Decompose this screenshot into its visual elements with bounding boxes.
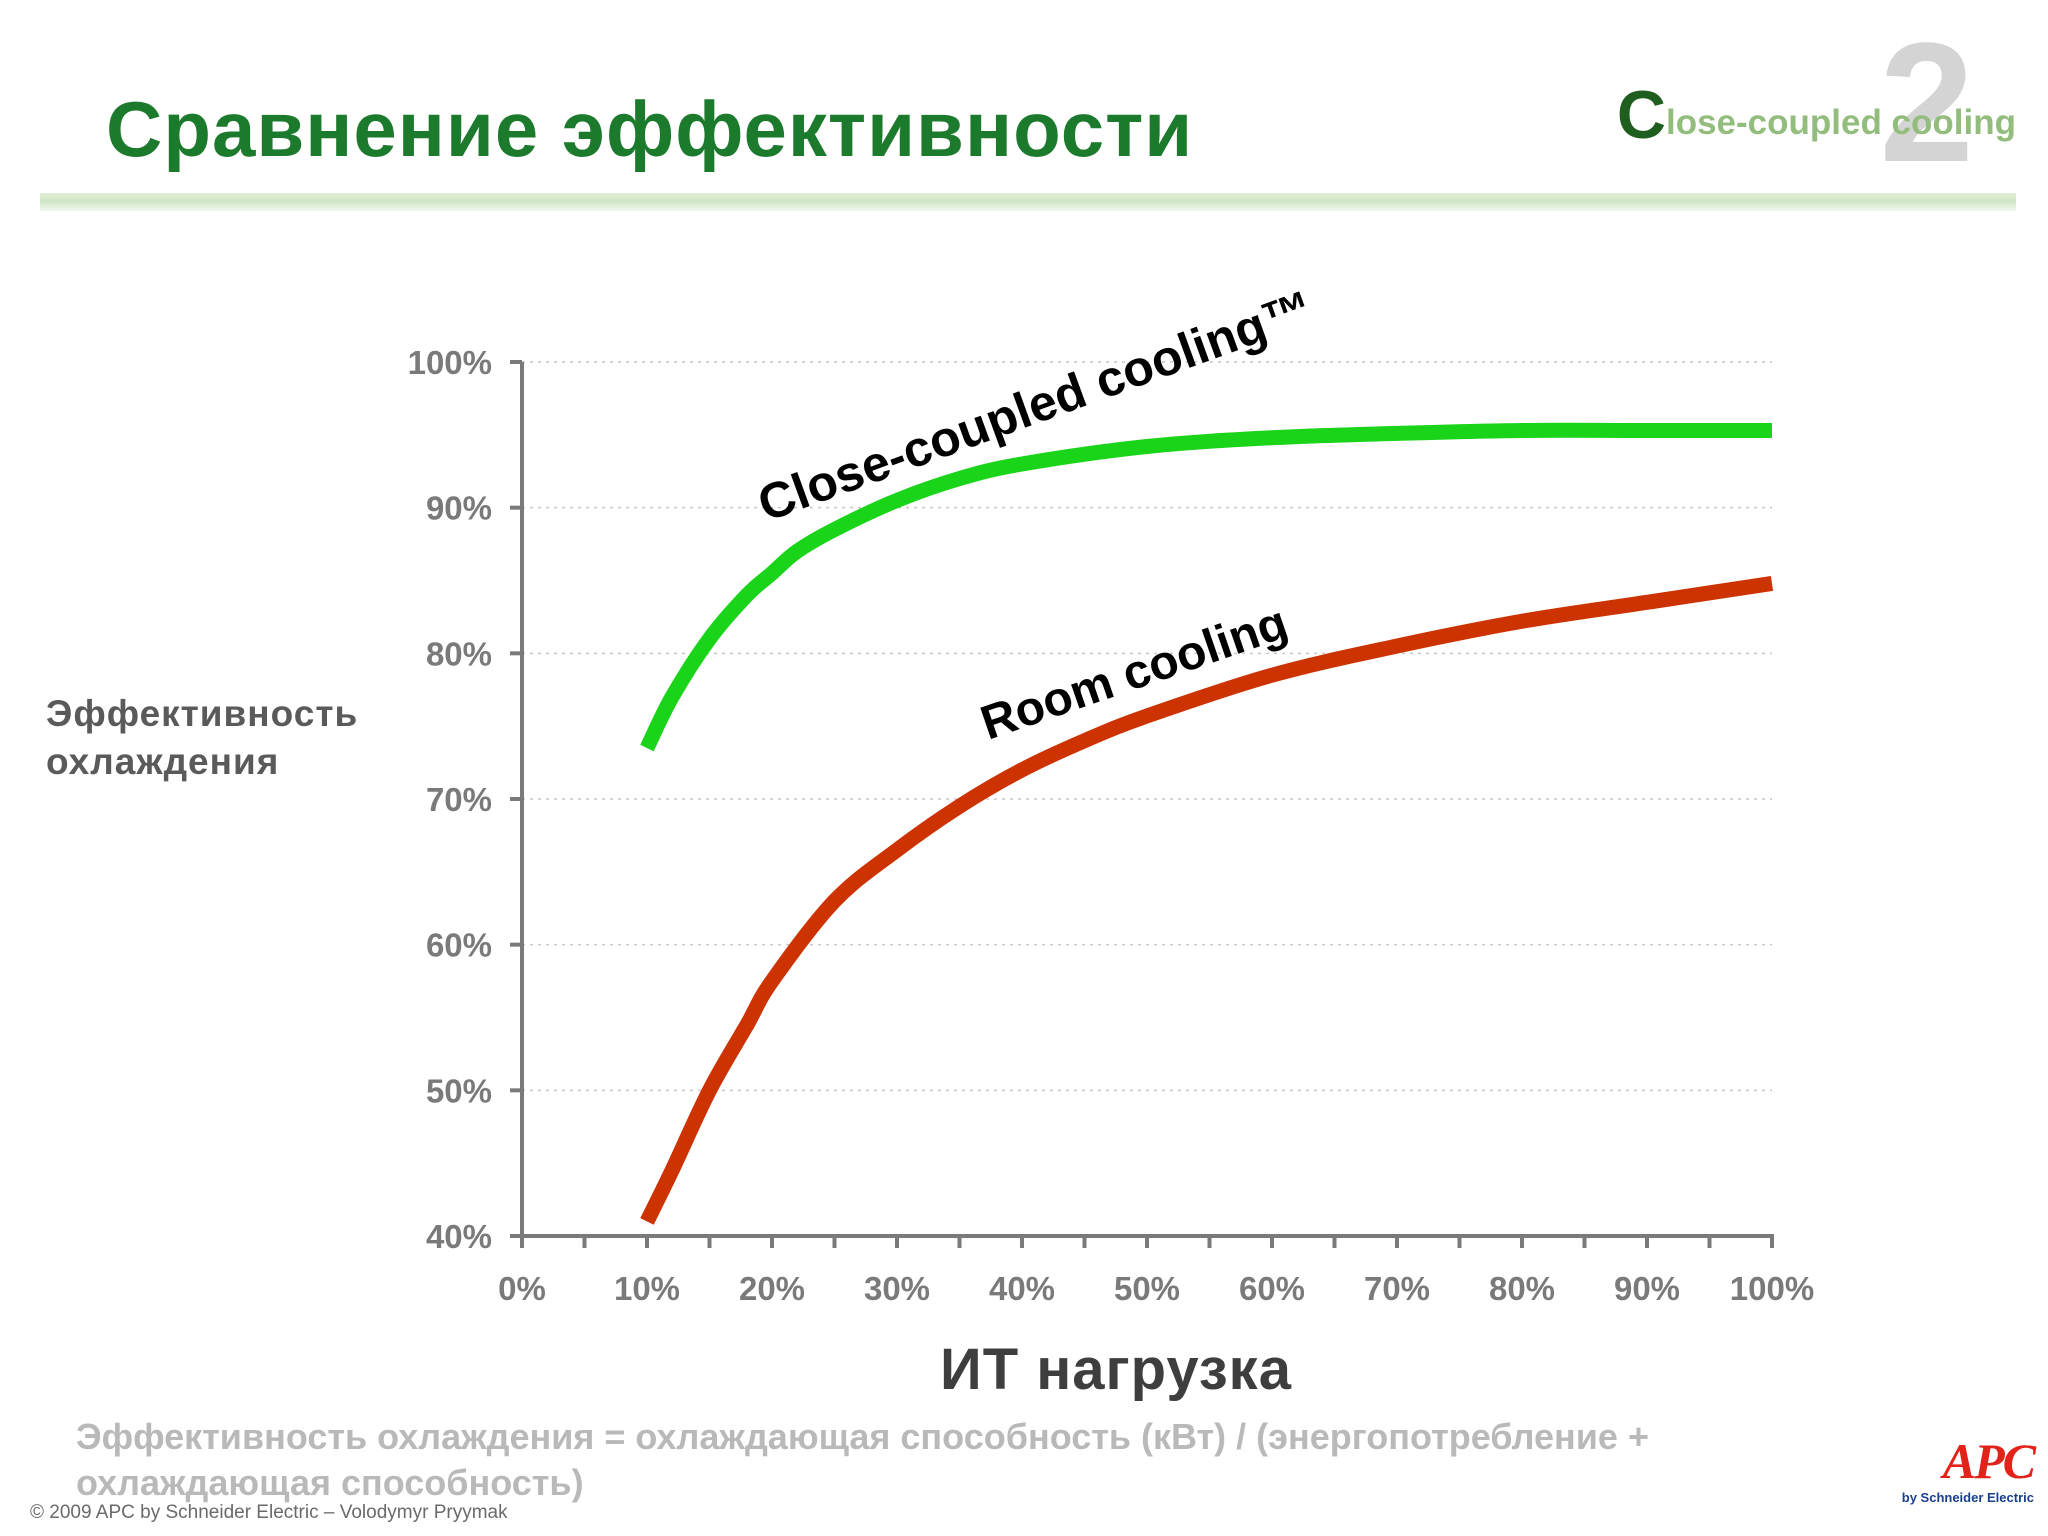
axis-layer — [510, 360, 1774, 1248]
x-tick-label: 90% — [1614, 1270, 1680, 1307]
y-tick-label: 100% — [408, 344, 492, 381]
series-layer — [640, 422, 1774, 1225]
brand-text: Close-coupled cooling — [1617, 76, 2016, 154]
grid-layer — [522, 361, 1772, 1092]
x-tick-label: 50% — [1114, 1270, 1180, 1307]
x-tick-label: 0% — [498, 1270, 546, 1307]
x-tick-label: 100% — [1730, 1270, 1814, 1307]
y-tick-label: 80% — [426, 635, 492, 672]
apc-logo: APC by Schneider Electric — [1884, 1433, 2036, 1505]
x-tick-label: 10% — [614, 1270, 680, 1307]
x-tick-label: 20% — [739, 1270, 805, 1307]
y-tick-label: 50% — [426, 1072, 492, 1109]
y-axis-title-text: Эффективность охлаждения — [46, 693, 359, 782]
y-tick-label: 90% — [426, 490, 492, 527]
brand-first-letter: C — [1616, 77, 1666, 153]
y-axis-title: Эффективность охлаждения — [46, 690, 416, 786]
brand-logo: 2 Close-coupled cooling — [1556, 18, 2016, 188]
y-tick-label: 70% — [426, 781, 492, 818]
apc-logo-subtitle: by Schneider Electric — [1901, 1490, 2034, 1505]
x-tick-label: 40% — [989, 1270, 1055, 1307]
brand-rest: lose-coupled cooling — [1665, 103, 2016, 142]
brand-digit: 2 — [1879, 8, 1974, 198]
series-line-close-coupled — [640, 422, 1772, 752]
x-tick-label: 30% — [864, 1270, 930, 1307]
series-line-room — [640, 575, 1774, 1225]
x-tick-label: 80% — [1489, 1270, 1555, 1307]
x-axis-title: ИТ нагрузка — [940, 1337, 1292, 1402]
series-label-close-coupled: Close-coupled cooling™ — [751, 279, 1321, 532]
x-tick-label: 60% — [1239, 1270, 1305, 1307]
efficiency-formula: Эффективность охлаждения = охлаждающая с… — [76, 1416, 1649, 1503]
x-tick-label: 70% — [1364, 1270, 1430, 1307]
y-tick-label: 60% — [426, 927, 492, 964]
copyright-notice: © 2009 APC by Schneider Electric – Volod… — [30, 1502, 508, 1523]
apc-logo-text: APC — [1942, 1433, 2036, 1489]
header-divider — [40, 193, 2016, 211]
y-tick-label: 40% — [426, 1218, 492, 1255]
page-title: Сравнение эффективности — [106, 85, 1194, 173]
